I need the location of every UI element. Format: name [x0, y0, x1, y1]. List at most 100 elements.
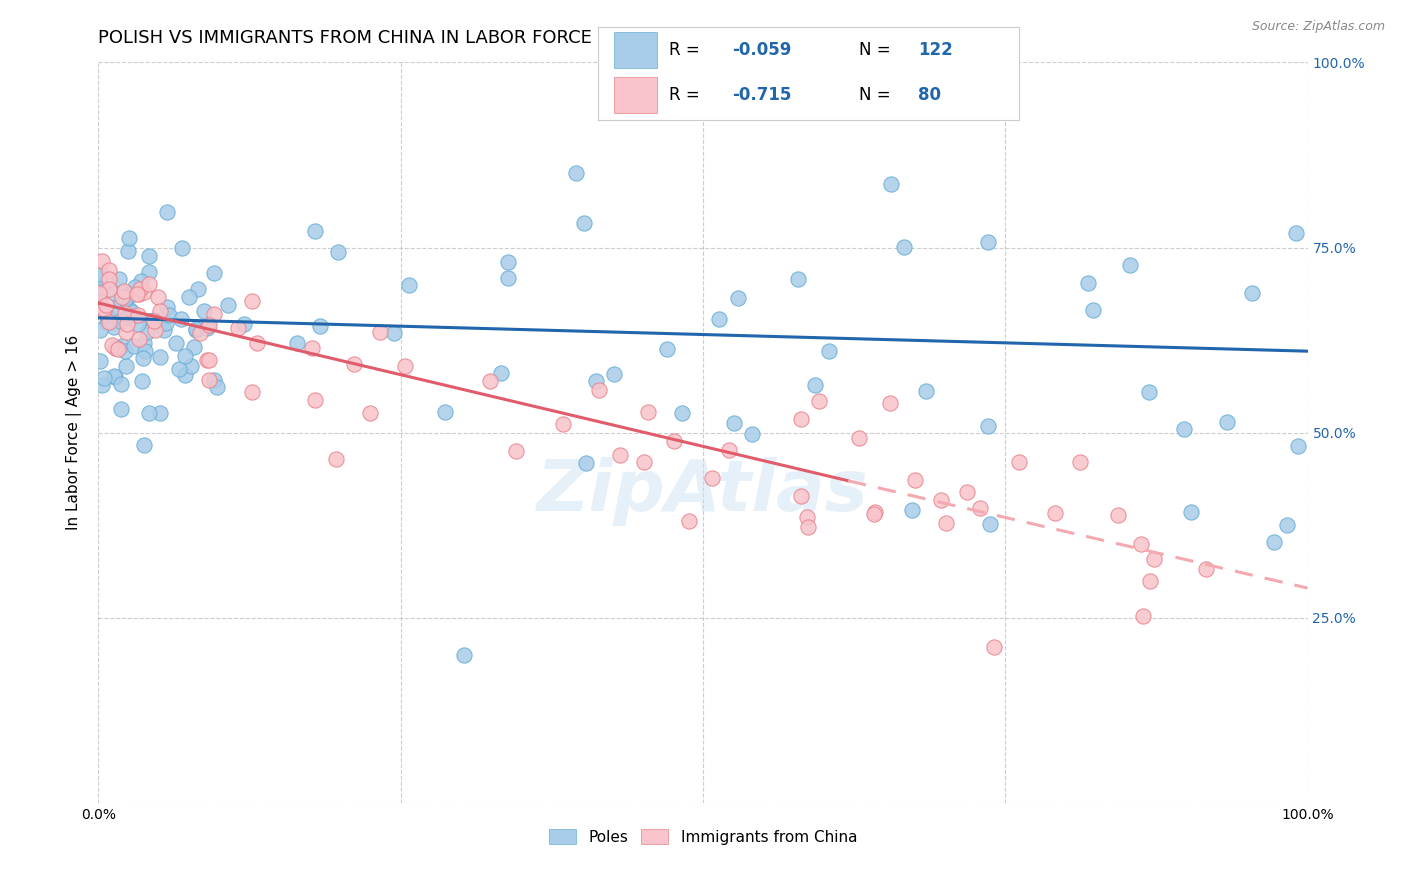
Point — [153, 323, 176, 337]
Point — [155, 316, 177, 330]
Point — [1081, 303, 1104, 318]
Point — [127, 308, 149, 322]
Point — [979, 516, 1001, 531]
Point — [114, 292, 136, 306]
Point — [1129, 537, 1152, 551]
Point — [1137, 384, 1160, 399]
Point — [131, 374, 153, 388]
Point — [122, 309, 145, 323]
Point — [89, 323, 111, 337]
Point — [143, 323, 166, 337]
Point — [93, 370, 115, 384]
Point — [1007, 455, 1029, 469]
Point — [285, 336, 308, 351]
Point — [453, 648, 475, 662]
Point — [198, 373, 221, 387]
Point — [1288, 439, 1310, 453]
Point — [228, 321, 250, 335]
Point — [382, 326, 405, 340]
Point — [433, 405, 456, 419]
Text: N =: N = — [859, 41, 896, 59]
Point — [790, 489, 813, 503]
Point — [368, 325, 391, 339]
Point — [1215, 415, 1237, 429]
Point — [505, 443, 527, 458]
Point — [935, 516, 957, 530]
Point — [671, 406, 693, 420]
Point — [174, 349, 197, 363]
Point — [103, 285, 125, 300]
Point — [143, 314, 166, 328]
Point — [232, 317, 254, 331]
Point — [97, 263, 120, 277]
Point — [186, 322, 208, 336]
Point — [157, 308, 180, 322]
Point — [662, 434, 685, 448]
Point — [588, 383, 610, 397]
Point — [110, 294, 132, 309]
Point — [602, 367, 624, 381]
Point — [117, 290, 139, 304]
Point — [90, 254, 112, 268]
Point — [309, 318, 332, 333]
Point — [394, 359, 416, 373]
Point — [359, 406, 381, 420]
Point — [121, 285, 143, 300]
Point — [1241, 285, 1264, 300]
Point — [89, 270, 111, 285]
Point — [132, 336, 155, 351]
Point — [115, 290, 138, 304]
Point — [136, 325, 159, 339]
Point — [240, 384, 263, 399]
Point — [132, 285, 155, 300]
Point — [127, 286, 149, 301]
Point — [1195, 562, 1218, 576]
Point — [90, 279, 112, 293]
Text: R =: R = — [669, 41, 706, 59]
Point — [637, 405, 659, 419]
Point — [796, 509, 818, 524]
Point — [110, 376, 132, 391]
Point — [193, 304, 215, 318]
Point — [149, 350, 172, 364]
Point — [655, 342, 678, 356]
Point — [98, 272, 121, 286]
Point — [138, 264, 160, 278]
Point — [790, 412, 813, 426]
Point — [202, 373, 225, 387]
Point — [132, 437, 155, 451]
Point — [138, 249, 160, 263]
Bar — [614, 32, 657, 68]
Point — [741, 427, 763, 442]
Point — [170, 241, 193, 255]
Point — [342, 357, 364, 371]
Point — [117, 244, 139, 259]
Point — [1139, 574, 1161, 589]
Point — [134, 344, 156, 359]
Point — [976, 418, 998, 433]
Point — [207, 379, 229, 393]
Point — [575, 457, 598, 471]
Point — [817, 343, 839, 358]
Point — [1143, 551, 1166, 566]
Point — [129, 274, 152, 288]
Point — [804, 377, 827, 392]
Point — [489, 366, 512, 380]
Point — [718, 442, 741, 457]
Point — [198, 352, 221, 367]
Point — [138, 314, 160, 328]
Point — [115, 317, 138, 331]
Point — [326, 245, 349, 260]
Text: -0.059: -0.059 — [733, 41, 792, 59]
Point — [184, 323, 207, 337]
Point — [101, 338, 124, 352]
Point — [103, 368, 125, 383]
Point — [128, 332, 150, 346]
Point — [118, 302, 141, 317]
Point — [585, 374, 607, 388]
Point — [124, 338, 146, 352]
Point — [114, 312, 136, 326]
Point — [707, 311, 730, 326]
Point — [976, 235, 998, 249]
Point — [914, 384, 936, 399]
